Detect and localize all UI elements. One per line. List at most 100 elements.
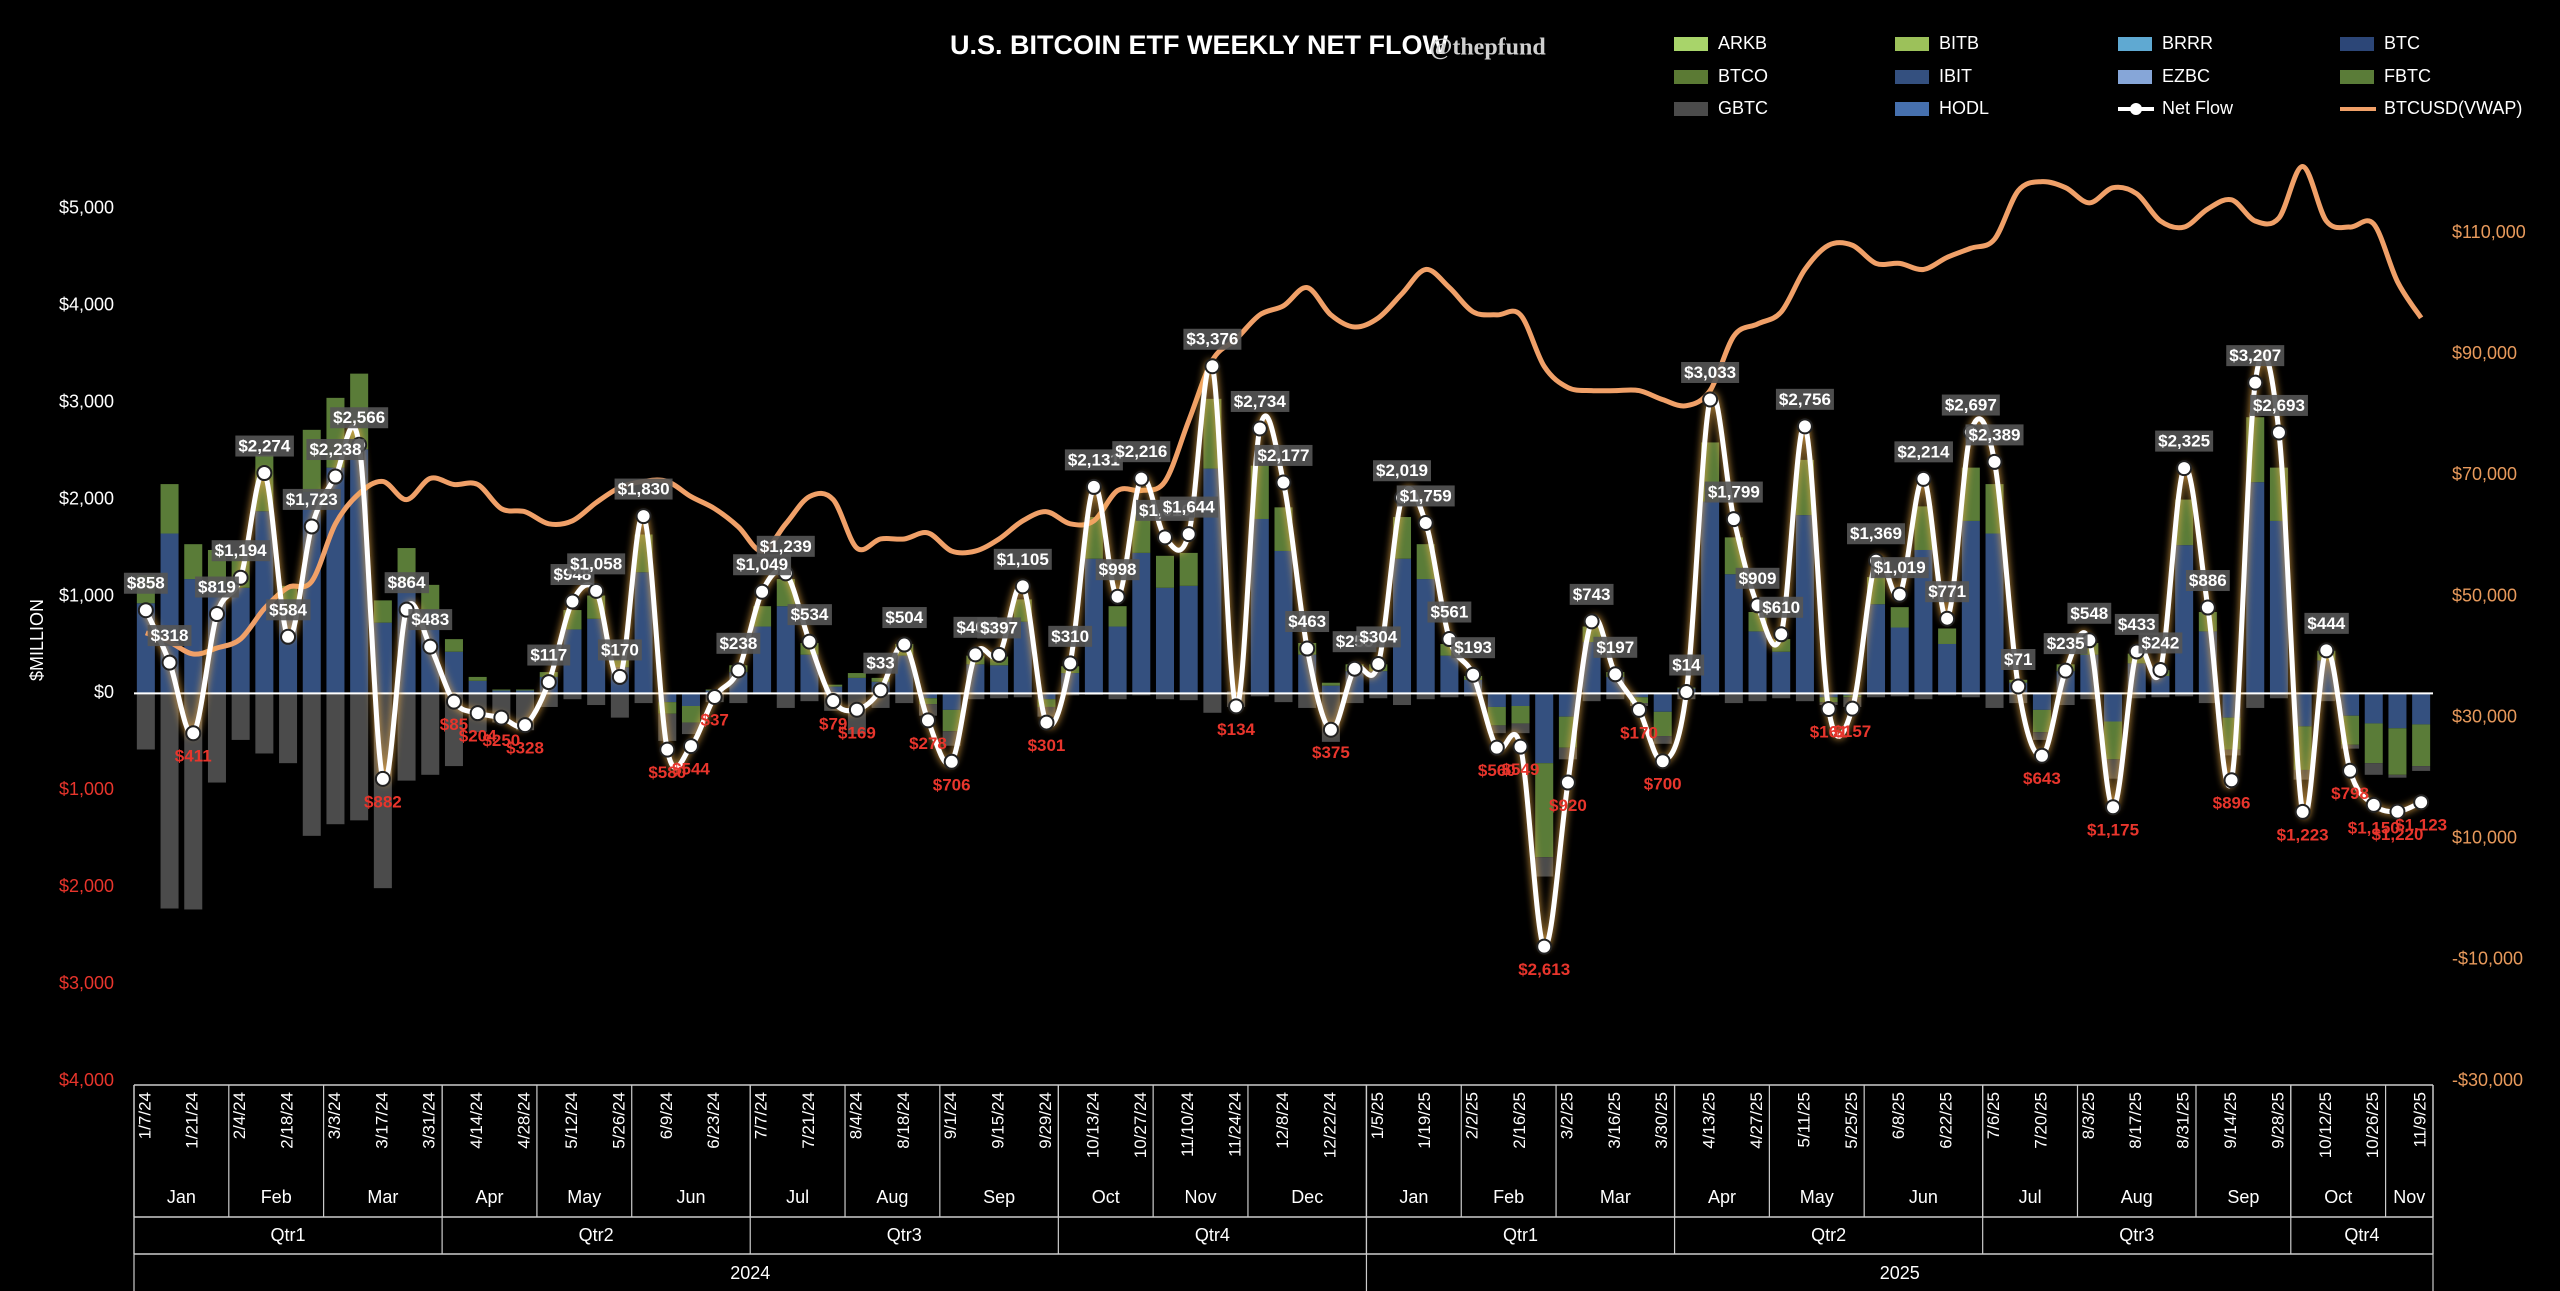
- value-label: $1,239: [760, 537, 812, 556]
- value-label: $2,214: [1897, 442, 1950, 461]
- x-tick-label: 8/17/25: [2126, 1092, 2145, 1149]
- etf-bar: [634, 693, 653, 704]
- net-flow-marker: [1512, 738, 1529, 755]
- legend-swatch: [2340, 70, 2374, 84]
- etf-bar: [1653, 736, 1672, 744]
- value-label: $1,058: [570, 554, 622, 573]
- etf-bar: [1037, 706, 1056, 717]
- etf-bar: [1487, 725, 1506, 734]
- value-label-box: [1569, 583, 1614, 605]
- chart-title: U.S. BITCOIN ETF WEEKLY NET FLOW: [950, 30, 1449, 60]
- y-tick-label: $3,000: [59, 391, 114, 411]
- value-label-box: [1775, 388, 1834, 410]
- value-label: $170: [601, 640, 639, 659]
- etf-bar: [2364, 723, 2383, 764]
- net-flow-marker: [1939, 610, 1956, 627]
- etf-bar: [2341, 744, 2360, 749]
- group-label: Jun: [1909, 1187, 1938, 1207]
- value-label-box: [882, 607, 927, 629]
- group-label: 2025: [1880, 1263, 1920, 1283]
- value-label: $375: [1312, 743, 1350, 762]
- etf-bar: [1630, 697, 1649, 704]
- etf-bar: [1369, 693, 1388, 699]
- value-label: $157: [1833, 722, 1871, 741]
- etf-bar: [824, 686, 843, 694]
- etf-bar: [776, 693, 795, 708]
- etf-bar: [1155, 555, 1175, 588]
- value-label-box: [2155, 430, 2214, 452]
- x-tick-label: 9/1/24: [941, 1092, 960, 1139]
- legend-label: FBTC: [2384, 66, 2431, 86]
- etf-bar: [1511, 705, 1530, 724]
- value-label: $2,177: [1258, 446, 1310, 465]
- value-label-box: [1048, 625, 1093, 647]
- net-flow-marker: [682, 738, 699, 755]
- value-label-box: [330, 407, 389, 429]
- legend-swatch: [1895, 70, 1929, 84]
- y-tick-label: $2,000: [59, 876, 114, 896]
- value-label: $2,734: [1234, 392, 1287, 411]
- etf-bar: [2412, 724, 2431, 767]
- legend-swatch: [2340, 37, 2374, 51]
- etf-bar: [1938, 628, 1957, 644]
- etf-bar: [1558, 747, 1577, 760]
- legend-label: HODL: [1939, 98, 1989, 118]
- etf-bar: [1392, 558, 1412, 694]
- net-flow-marker: [1133, 470, 1150, 487]
- value-label: $561: [1430, 603, 1468, 622]
- y-tick-label: $1,000: [59, 779, 114, 799]
- x-tick-label: 6/9/24: [657, 1092, 676, 1139]
- legend-label: IBIT: [1939, 66, 1972, 86]
- etf-bar: [1867, 604, 1886, 694]
- x-tick-label: 8/3/25: [2079, 1092, 2098, 1139]
- net-flow-marker: [1180, 526, 1197, 543]
- etf-bar: [421, 693, 440, 775]
- x-tick-label: 3/31/24: [420, 1092, 439, 1149]
- net-flow-marker: [1583, 613, 1600, 630]
- etf-bar: [373, 622, 392, 694]
- x-tick-label: 4/28/24: [515, 1092, 534, 1149]
- value-label: $998: [1099, 560, 1137, 579]
- net-flow-marker: [919, 712, 936, 729]
- x-tick-label: 8/18/24: [894, 1092, 913, 1149]
- value-label: $864: [388, 573, 426, 592]
- value-label: $580: [648, 763, 686, 782]
- value-label: $2,216: [1115, 442, 1167, 461]
- group-label: Qtr1: [1503, 1225, 1538, 1245]
- value-label-box: [1925, 581, 1970, 603]
- etf-bar: [1535, 763, 1554, 858]
- x-tick-label: 7/21/24: [799, 1092, 818, 1149]
- x-tick-label: 12/22/24: [1320, 1092, 1339, 1158]
- group-label: Jul: [786, 1187, 809, 1207]
- etf-bar: [729, 693, 748, 704]
- etf-bar: [824, 684, 843, 687]
- etf-bar: [2388, 774, 2407, 778]
- value-label: $549: [1502, 760, 1540, 779]
- value-label: $2,756: [1779, 390, 1831, 409]
- net-flow-marker: [1559, 774, 1576, 791]
- value-label-box: [863, 652, 898, 674]
- value-label: $37: [700, 710, 728, 729]
- value-label: $584: [269, 600, 307, 619]
- etf-bar: [918, 698, 937, 705]
- x-tick-label: 9/15/24: [989, 1092, 1008, 1149]
- value-label: $643: [2023, 769, 2061, 788]
- etf-bar: [1179, 552, 1198, 586]
- net-flow-marker: [2176, 460, 2193, 477]
- y-axis-label: $MILLION: [27, 599, 47, 681]
- etf-bar: [942, 693, 961, 710]
- etf-bar: [2175, 545, 2194, 694]
- x-tick-label: 5/26/24: [609, 1092, 628, 1149]
- net-flow-marker: [256, 465, 273, 482]
- etf-bar: [2364, 763, 2383, 775]
- etf-bar: [468, 676, 487, 681]
- value-label: $278: [909, 734, 947, 753]
- etf-bar: [1464, 693, 1483, 697]
- net-flow-marker: [2033, 747, 2050, 764]
- group-label: Nov: [2393, 1187, 2425, 1207]
- y-tick-label: $0: [94, 682, 114, 702]
- etf-bar: [942, 709, 961, 732]
- value-label: $1,223: [2277, 825, 2329, 844]
- etf-bar: [658, 693, 677, 703]
- value-label: $2,693: [2253, 396, 2305, 415]
